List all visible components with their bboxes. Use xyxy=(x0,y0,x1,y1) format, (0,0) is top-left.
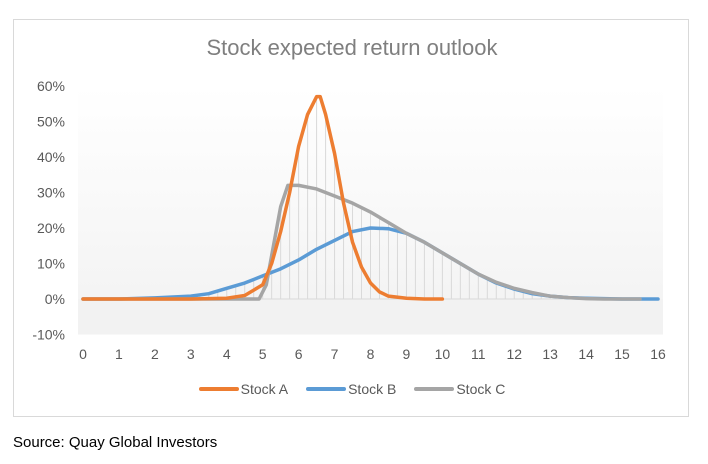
x-tick-label: 0 xyxy=(79,346,87,362)
y-tick-label: 0% xyxy=(45,291,65,307)
series-line-stock-c xyxy=(81,183,642,301)
x-tick-label: 4 xyxy=(223,346,231,362)
legend-swatch xyxy=(306,387,347,391)
series-line-stock-a xyxy=(81,94,445,301)
legend-swatch xyxy=(198,387,239,391)
x-tick-label: 11 xyxy=(471,346,486,362)
x-tick-label: 2 xyxy=(151,346,159,362)
y-tick-label: 30% xyxy=(37,185,65,201)
x-tick-label: 5 xyxy=(259,346,267,362)
x-tick-label: 9 xyxy=(403,346,411,362)
legend-label: Stock C xyxy=(456,381,506,397)
x-tick-label: 1 xyxy=(115,346,123,362)
x-tick-label: 15 xyxy=(614,346,630,362)
chart-frame xyxy=(13,19,689,417)
legend-item-stock-a: Stock A xyxy=(198,381,289,397)
x-tick-label: 3 xyxy=(187,346,195,362)
legend-label: Stock B xyxy=(348,381,397,397)
legend-item-stock-b: Stock B xyxy=(306,381,396,397)
x-tick-label: 10 xyxy=(435,346,451,362)
y-tick-label: -10% xyxy=(32,327,65,343)
y-tick-label: 50% xyxy=(37,114,65,130)
legend-label: Stock A xyxy=(240,381,289,397)
x-tick-label: 13 xyxy=(542,346,558,362)
x-tick-label: 14 xyxy=(578,346,594,362)
y-tick-label: 20% xyxy=(37,220,65,236)
legend: Stock A Stock B Stock C xyxy=(0,381,704,397)
chart-title: Stock expected return outlook xyxy=(206,35,498,60)
x-tick-label: 12 xyxy=(506,346,522,362)
y-tick-label: 10% xyxy=(37,256,65,272)
x-tick-label: 8 xyxy=(367,346,375,362)
legend-swatch xyxy=(414,387,455,391)
x-tick-label: 16 xyxy=(650,346,666,362)
source-note: Source: Quay Global Investors xyxy=(13,434,218,451)
x-tick-label: 7 xyxy=(331,346,339,362)
y-tick-label: 40% xyxy=(37,149,65,165)
y-tick-label: 60% xyxy=(37,78,65,94)
x-tick-label: 6 xyxy=(295,346,303,362)
legend-item-stock-c: Stock C xyxy=(414,381,505,397)
